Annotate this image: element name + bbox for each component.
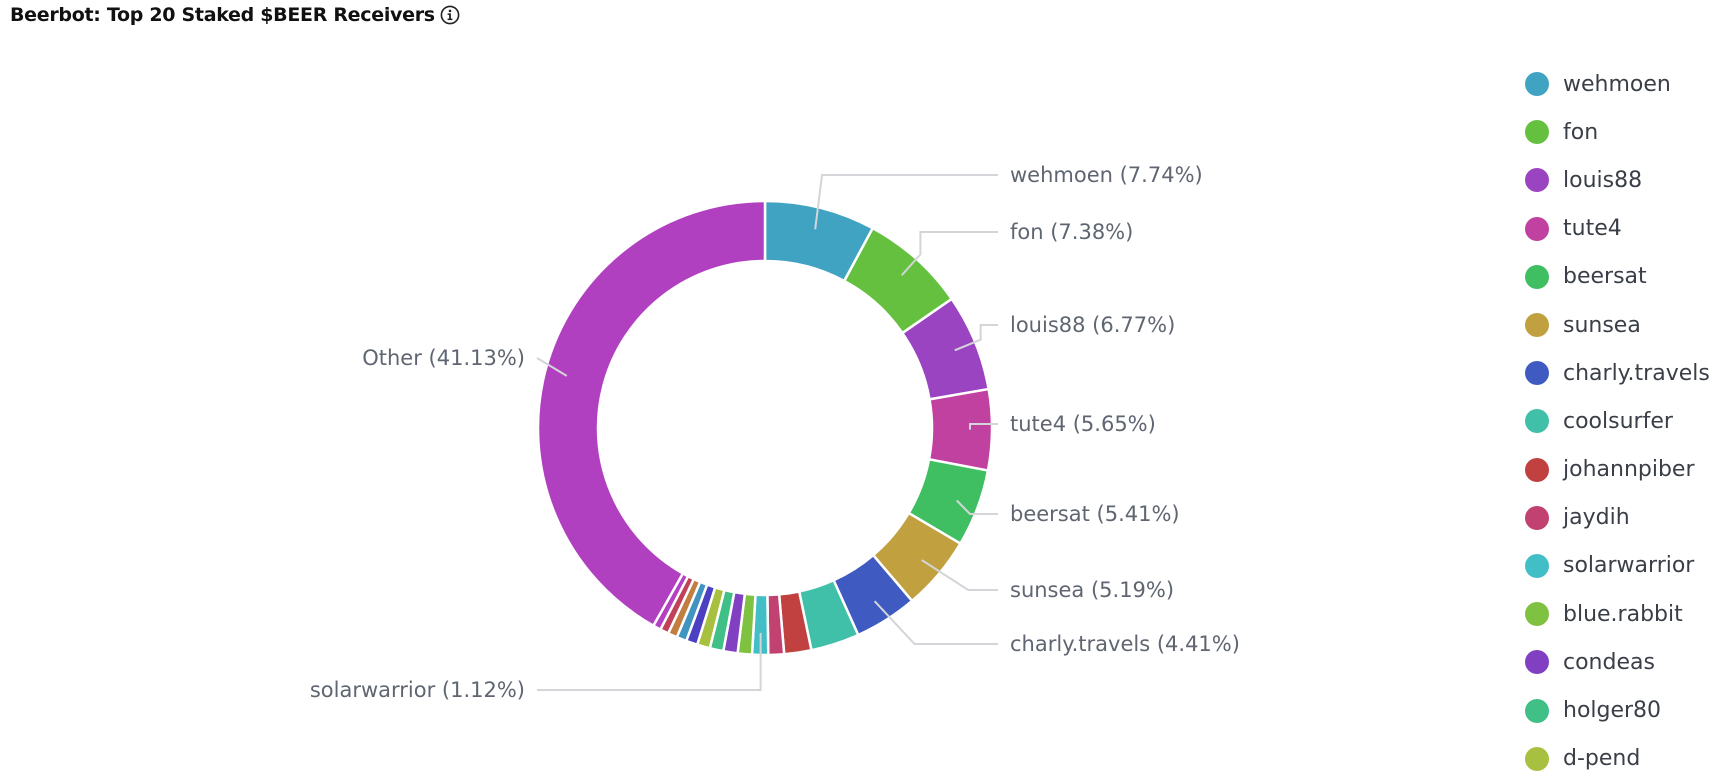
- leader-line: [873, 600, 998, 645]
- legend-swatch-icon: [1525, 361, 1549, 386]
- legend-label: johannpiber: [1563, 457, 1695, 483]
- legend-item[interactable]: coolsurfer: [1525, 397, 1710, 445]
- legend-item[interactable]: blue.rabbit: [1525, 590, 1710, 638]
- slice-data-label: wehmoen (7.74%): [1010, 163, 1203, 187]
- legend-label: condeas: [1563, 649, 1655, 675]
- legend-item[interactable]: jaydih: [1525, 494, 1710, 542]
- legend-swatch-icon: [1525, 650, 1549, 675]
- legend-label: coolsurfer: [1563, 408, 1673, 434]
- info-icon[interactable]: [440, 5, 460, 25]
- legend-item[interactable]: condeas: [1525, 638, 1710, 686]
- legend-swatch-icon: [1525, 120, 1549, 145]
- legend-label: charly.travels: [1563, 360, 1710, 386]
- legend-swatch-icon: [1525, 602, 1549, 627]
- legend-label: wehmoen: [1563, 71, 1671, 97]
- leader-line: [900, 231, 998, 276]
- legend-swatch-icon: [1525, 553, 1549, 578]
- leader-line: [956, 499, 998, 515]
- donut-slice-tute4[interactable]: [927, 387, 994, 472]
- legend-label: louis88: [1563, 167, 1643, 193]
- leader-line: [537, 632, 762, 691]
- chart-legend: wehmoen fon louis88 tute4 beersat sunsea charl…: [1525, 60, 1710, 783]
- legend-item[interactable]: sunsea: [1525, 301, 1710, 349]
- legend-label: fon: [1563, 119, 1599, 145]
- slice-data-label: solarwarrior (1.12%): [310, 678, 525, 702]
- slice-data-label: fon (7.38%): [1010, 220, 1133, 244]
- legend-label: sunsea: [1563, 312, 1641, 338]
- leader-line: [536, 357, 568, 377]
- legend-swatch-icon: [1525, 72, 1549, 97]
- slice-data-label: tute4 (5.65%): [1010, 412, 1156, 436]
- legend-label: blue.rabbit: [1563, 601, 1683, 627]
- legend-item[interactable]: d-pend: [1525, 735, 1710, 783]
- slice-data-label: louis88 (6.77%): [1010, 313, 1175, 337]
- chart-title: Beerbot: Top 20 Staked $BEER Receivers: [10, 4, 435, 26]
- legend-swatch-icon: [1525, 505, 1549, 530]
- slice-data-label: beersat (5.41%): [1010, 502, 1180, 526]
- legend-swatch-icon: [1525, 313, 1549, 338]
- legend-label: beersat: [1563, 264, 1647, 290]
- legend-label: tute4: [1563, 216, 1622, 242]
- legend-swatch-icon: [1525, 168, 1549, 193]
- legend-swatch-icon: [1525, 457, 1549, 482]
- slice-data-label: charly.travels (4.41%): [1010, 632, 1240, 656]
- legend-item[interactable]: louis88: [1525, 156, 1710, 204]
- slice-data-label: sunsea (5.19%): [1010, 578, 1174, 602]
- leader-line: [921, 559, 998, 591]
- legend-swatch-icon: [1525, 264, 1549, 289]
- legend-item[interactable]: johannpiber: [1525, 446, 1710, 494]
- legend-item[interactable]: fon: [1525, 108, 1710, 156]
- legend-item[interactable]: beersat: [1525, 253, 1710, 301]
- leader-line: [968, 423, 998, 430]
- legend-label: d-pend: [1563, 746, 1641, 772]
- donut-slice-other[interactable]: [536, 199, 767, 627]
- legend-swatch-icon: [1525, 698, 1549, 723]
- legend-item[interactable]: tute4: [1525, 205, 1710, 253]
- slice-data-label: Other (41.13%): [362, 346, 525, 370]
- chart-header: Beerbot: Top 20 Staked $BEER Receivers: [10, 0, 460, 30]
- legend-swatch-icon: [1525, 409, 1549, 434]
- legend-label: holger80: [1563, 698, 1662, 724]
- legend-item[interactable]: holger80: [1525, 686, 1710, 734]
- legend-label: solarwarrior: [1563, 553, 1695, 579]
- donut-chart: wehmoen (7.74%) fon (7.38%) louis88 (6.77%…: [310, 163, 1240, 702]
- leader-line: [814, 174, 998, 230]
- leader-line: [954, 324, 998, 352]
- legend-label: jaydih: [1563, 505, 1630, 531]
- legend-item[interactable]: solarwarrior: [1525, 542, 1710, 590]
- legend-swatch-icon: [1525, 216, 1549, 241]
- legend-item[interactable]: charly.travels: [1525, 349, 1710, 397]
- legend-swatch-icon: [1525, 746, 1549, 771]
- legend-item[interactable]: wehmoen: [1525, 60, 1710, 108]
